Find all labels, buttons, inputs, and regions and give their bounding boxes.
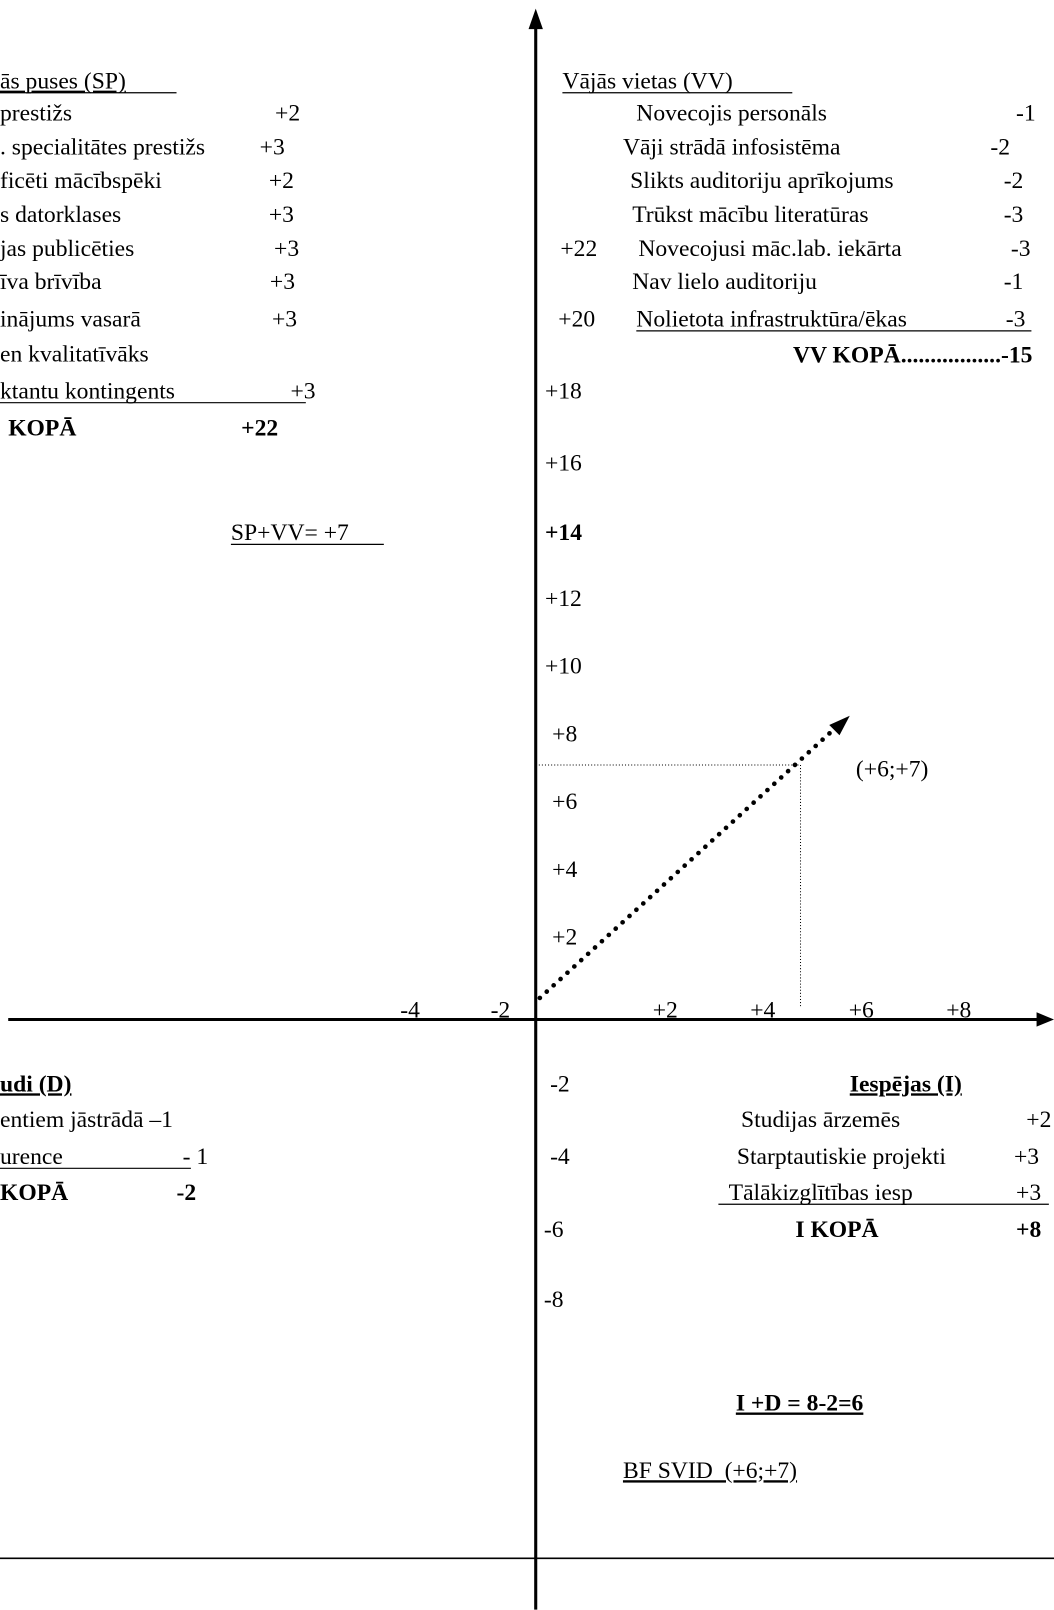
y-label: -6: [544, 1217, 564, 1243]
vector: [537, 724, 839, 1001]
x-label: +6: [849, 997, 874, 1023]
sp-item: . specialitātes prestižs: [0, 134, 205, 160]
vv-item: Novecojusi māc.lab. iekārta: [638, 236, 902, 262]
d-total: KOPĀ: [0, 1180, 68, 1206]
point-label: (+6;+7): [856, 756, 928, 782]
vv-value: -2: [1004, 168, 1024, 194]
y-label: -4: [550, 1144, 570, 1170]
d-title: udi (D): [0, 1071, 71, 1097]
y-label: +12: [545, 586, 582, 612]
sp-item: ktantu kontingents: [0, 379, 175, 405]
sp-item: prestižs: [0, 100, 72, 126]
vv-value: -2: [990, 134, 1010, 160]
y-label: +22: [560, 236, 597, 262]
d-item: entiem jāstrādā –1: [0, 1107, 173, 1133]
y-label: -2: [550, 1071, 570, 1097]
sp-total: KOPĀ: [8, 416, 76, 442]
vv-title: Vājās vietas (VV): [562, 69, 732, 95]
i-title: Iespējas (I): [850, 1071, 962, 1097]
i-total: I KOPĀ: [795, 1217, 878, 1243]
y-label: -8: [544, 1287, 564, 1313]
y-label: +20: [558, 307, 595, 333]
sp-value: +3: [260, 134, 285, 160]
sp-value: +2: [275, 100, 300, 126]
vv-item: Vāji strādā infosistēma: [623, 134, 841, 160]
y-label: +18: [545, 379, 582, 405]
i-value: +3: [1016, 1180, 1041, 1206]
sp-value: +3: [272, 307, 297, 333]
sp-item: inājums vasarā: [0, 307, 141, 333]
x-label: -4: [400, 997, 420, 1023]
sp-item: en kvalitatīvāks: [0, 342, 149, 368]
sp-item: s datorklases: [0, 202, 121, 228]
sp-value: +2: [269, 168, 294, 194]
vv-item: Slikts auditoriju aprīkojums: [630, 168, 893, 194]
sp-item: jas publicēties: [0, 236, 134, 262]
i-value: +2: [1026, 1107, 1051, 1133]
i-item: Starptautiskie projekti: [737, 1144, 946, 1170]
vv-value: -3: [1011, 236, 1031, 262]
y-label: +6: [552, 789, 577, 815]
vv-item: Novecojis personāls: [636, 100, 827, 126]
result: BF SVID (+6;+7): [623, 1458, 797, 1484]
x-label: +4: [750, 997, 775, 1023]
sp-value: +3: [269, 202, 294, 228]
y-label: +4: [552, 857, 577, 883]
vv-value: -3: [1004, 202, 1024, 228]
x-label: +8: [946, 997, 971, 1023]
sp-value: +3: [270, 269, 295, 295]
i-item: Studijas ārzemēs: [741, 1107, 900, 1133]
vv-item: Nav lielo auditoriju: [632, 269, 817, 295]
y-label: +2: [552, 925, 577, 951]
vv-total: VV KOPĀ.................-15: [793, 343, 1032, 369]
sp-vv: SP+VV= +7: [231, 520, 349, 546]
x-label: +2: [653, 997, 678, 1023]
vv-value: -1: [1004, 269, 1024, 295]
x-label: -2: [491, 997, 511, 1023]
x-arrow: [1036, 1012, 1054, 1027]
sp-item: ficēti mācībspēki: [0, 168, 162, 194]
i-item: Tālākizglītības iesp: [729, 1180, 913, 1206]
sp-value: +3: [274, 236, 299, 262]
y-label: +10: [545, 654, 582, 680]
d-total-value: -2: [177, 1180, 197, 1206]
sp-title: ās puses (SP): [0, 69, 126, 95]
vector-head: [829, 715, 850, 736]
y-label: +8: [552, 721, 577, 747]
y-arrow: [528, 8, 543, 30]
y-label: +16: [545, 450, 582, 476]
vv-value: -1: [1016, 100, 1036, 126]
sp-value: +3: [290, 379, 315, 405]
vv-value: -3: [1006, 307, 1026, 333]
d-item: urence: [0, 1144, 63, 1170]
sp-total-value: +22: [241, 416, 278, 442]
sp-item: īva brīvība: [0, 269, 102, 295]
vv-item: Nolietota infrastruktūra/ēkas: [636, 307, 907, 333]
d-value: - 1: [183, 1144, 209, 1170]
i-value: +3: [1014, 1144, 1039, 1170]
formula: I +D = 8-2=6: [736, 1391, 864, 1417]
i-total-value: +8: [1016, 1217, 1041, 1243]
vv-item: Trūkst mācību literatūras: [632, 202, 868, 228]
y-label: +14: [545, 520, 582, 546]
